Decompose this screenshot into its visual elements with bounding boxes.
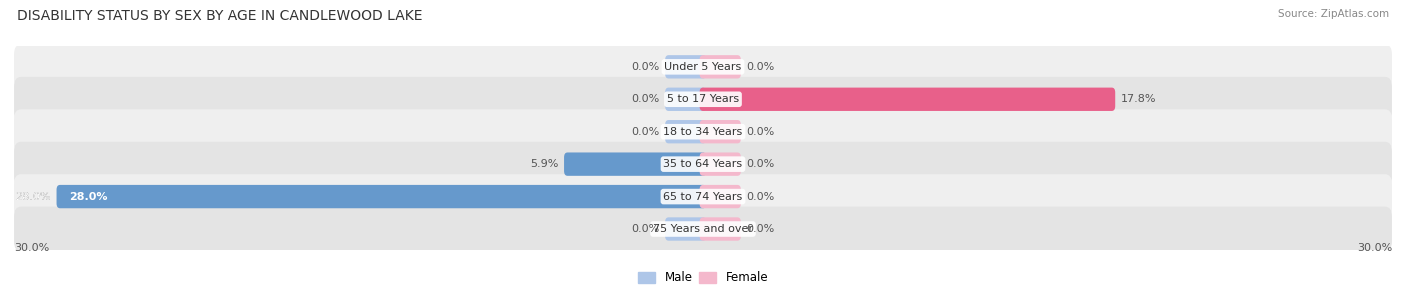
Text: 28.0%: 28.0% xyxy=(15,192,51,202)
FancyBboxPatch shape xyxy=(14,142,1392,187)
Text: 0.0%: 0.0% xyxy=(747,159,775,169)
Text: 5.9%: 5.9% xyxy=(530,159,558,169)
Text: 30.0%: 30.0% xyxy=(14,243,49,253)
Text: Under 5 Years: Under 5 Years xyxy=(665,62,741,72)
Text: 18 to 34 Years: 18 to 34 Years xyxy=(664,127,742,137)
Text: 0.0%: 0.0% xyxy=(631,94,659,104)
FancyBboxPatch shape xyxy=(14,206,1392,251)
FancyBboxPatch shape xyxy=(665,217,706,241)
Text: DISABILITY STATUS BY SEX BY AGE IN CANDLEWOOD LAKE: DISABILITY STATUS BY SEX BY AGE IN CANDL… xyxy=(17,9,422,23)
FancyBboxPatch shape xyxy=(665,88,706,111)
Text: 28.0%: 28.0% xyxy=(69,192,108,202)
FancyBboxPatch shape xyxy=(665,55,706,78)
Text: 17.8%: 17.8% xyxy=(1121,94,1157,104)
FancyBboxPatch shape xyxy=(700,88,1115,111)
FancyBboxPatch shape xyxy=(14,109,1392,154)
FancyBboxPatch shape xyxy=(700,55,741,78)
Text: 65 to 74 Years: 65 to 74 Years xyxy=(664,192,742,202)
Text: 0.0%: 0.0% xyxy=(747,192,775,202)
Text: 0.0%: 0.0% xyxy=(747,224,775,234)
FancyBboxPatch shape xyxy=(700,152,741,176)
Text: 0.0%: 0.0% xyxy=(631,127,659,137)
FancyBboxPatch shape xyxy=(564,152,706,176)
Text: 0.0%: 0.0% xyxy=(747,62,775,72)
FancyBboxPatch shape xyxy=(700,120,741,143)
Text: 0.0%: 0.0% xyxy=(631,224,659,234)
Text: 28.0%: 28.0% xyxy=(15,192,51,202)
FancyBboxPatch shape xyxy=(14,45,1392,89)
FancyBboxPatch shape xyxy=(14,174,1392,219)
Text: 0.0%: 0.0% xyxy=(747,127,775,137)
Text: 0.0%: 0.0% xyxy=(631,62,659,72)
Text: 5 to 17 Years: 5 to 17 Years xyxy=(666,94,740,104)
Text: 35 to 64 Years: 35 to 64 Years xyxy=(664,159,742,169)
FancyBboxPatch shape xyxy=(700,217,741,241)
FancyBboxPatch shape xyxy=(665,120,706,143)
Text: Source: ZipAtlas.com: Source: ZipAtlas.com xyxy=(1278,9,1389,19)
FancyBboxPatch shape xyxy=(700,185,741,208)
Text: 30.0%: 30.0% xyxy=(1357,243,1392,253)
FancyBboxPatch shape xyxy=(56,185,706,208)
Text: 75 Years and over: 75 Years and over xyxy=(652,224,754,234)
FancyBboxPatch shape xyxy=(14,77,1392,122)
Legend: Male, Female: Male, Female xyxy=(633,267,773,289)
